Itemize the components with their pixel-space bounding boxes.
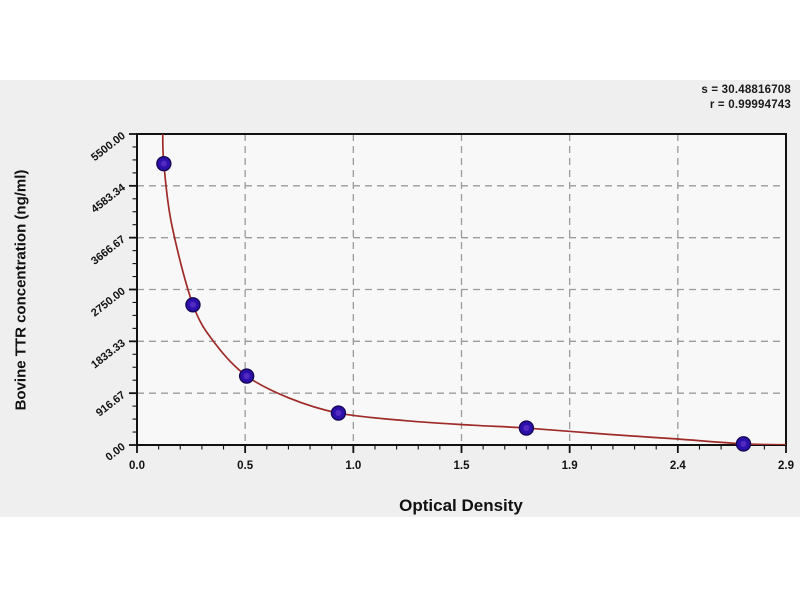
x-tick-label: 0.0 xyxy=(129,460,145,472)
y-tick-label: 2750.00 xyxy=(89,285,128,319)
x-tick-label: 2.4 xyxy=(670,460,687,472)
data-point-center xyxy=(160,160,167,167)
data-point xyxy=(518,420,535,436)
data-point-center xyxy=(189,301,196,308)
y-axis-title: Bovine TTR concentration (ng/ml) xyxy=(12,169,30,411)
x-axis-title: Optical Density xyxy=(399,496,523,515)
x-tick-label: 1.9 xyxy=(562,460,578,472)
x-tick-label: 0.5 xyxy=(237,460,254,472)
x-tick-label: 1.0 xyxy=(345,460,361,472)
y-tick-label: 1833.33 xyxy=(89,337,128,371)
fit-statistics: s = 30.48816708 r = 0.99994743 xyxy=(701,83,791,113)
data-point xyxy=(735,436,752,452)
x-tick-label: 2.9 xyxy=(778,460,794,472)
y-tick-label: 3666.67 xyxy=(89,234,128,268)
x-tick-label: 1.5 xyxy=(454,460,471,472)
data-point-center xyxy=(740,440,747,447)
data-point-center xyxy=(243,373,250,380)
y-tick-label: 0.00 xyxy=(104,441,128,464)
plot-frame xyxy=(136,133,787,446)
data-point-center xyxy=(335,410,342,417)
fit-statistic-s: s = 30.48816708 xyxy=(701,84,791,96)
data-point xyxy=(156,155,172,172)
data-point xyxy=(238,368,255,384)
fit-statistic-r: r = 0.99994743 xyxy=(709,99,791,111)
y-tick-label: 4583.34 xyxy=(89,181,128,215)
y-tick-label: 916.67 xyxy=(94,389,128,419)
data-point-center xyxy=(523,425,530,432)
y-tick-label: 5500.00 xyxy=(89,130,128,164)
data-point xyxy=(185,297,201,313)
data-point xyxy=(330,405,347,421)
